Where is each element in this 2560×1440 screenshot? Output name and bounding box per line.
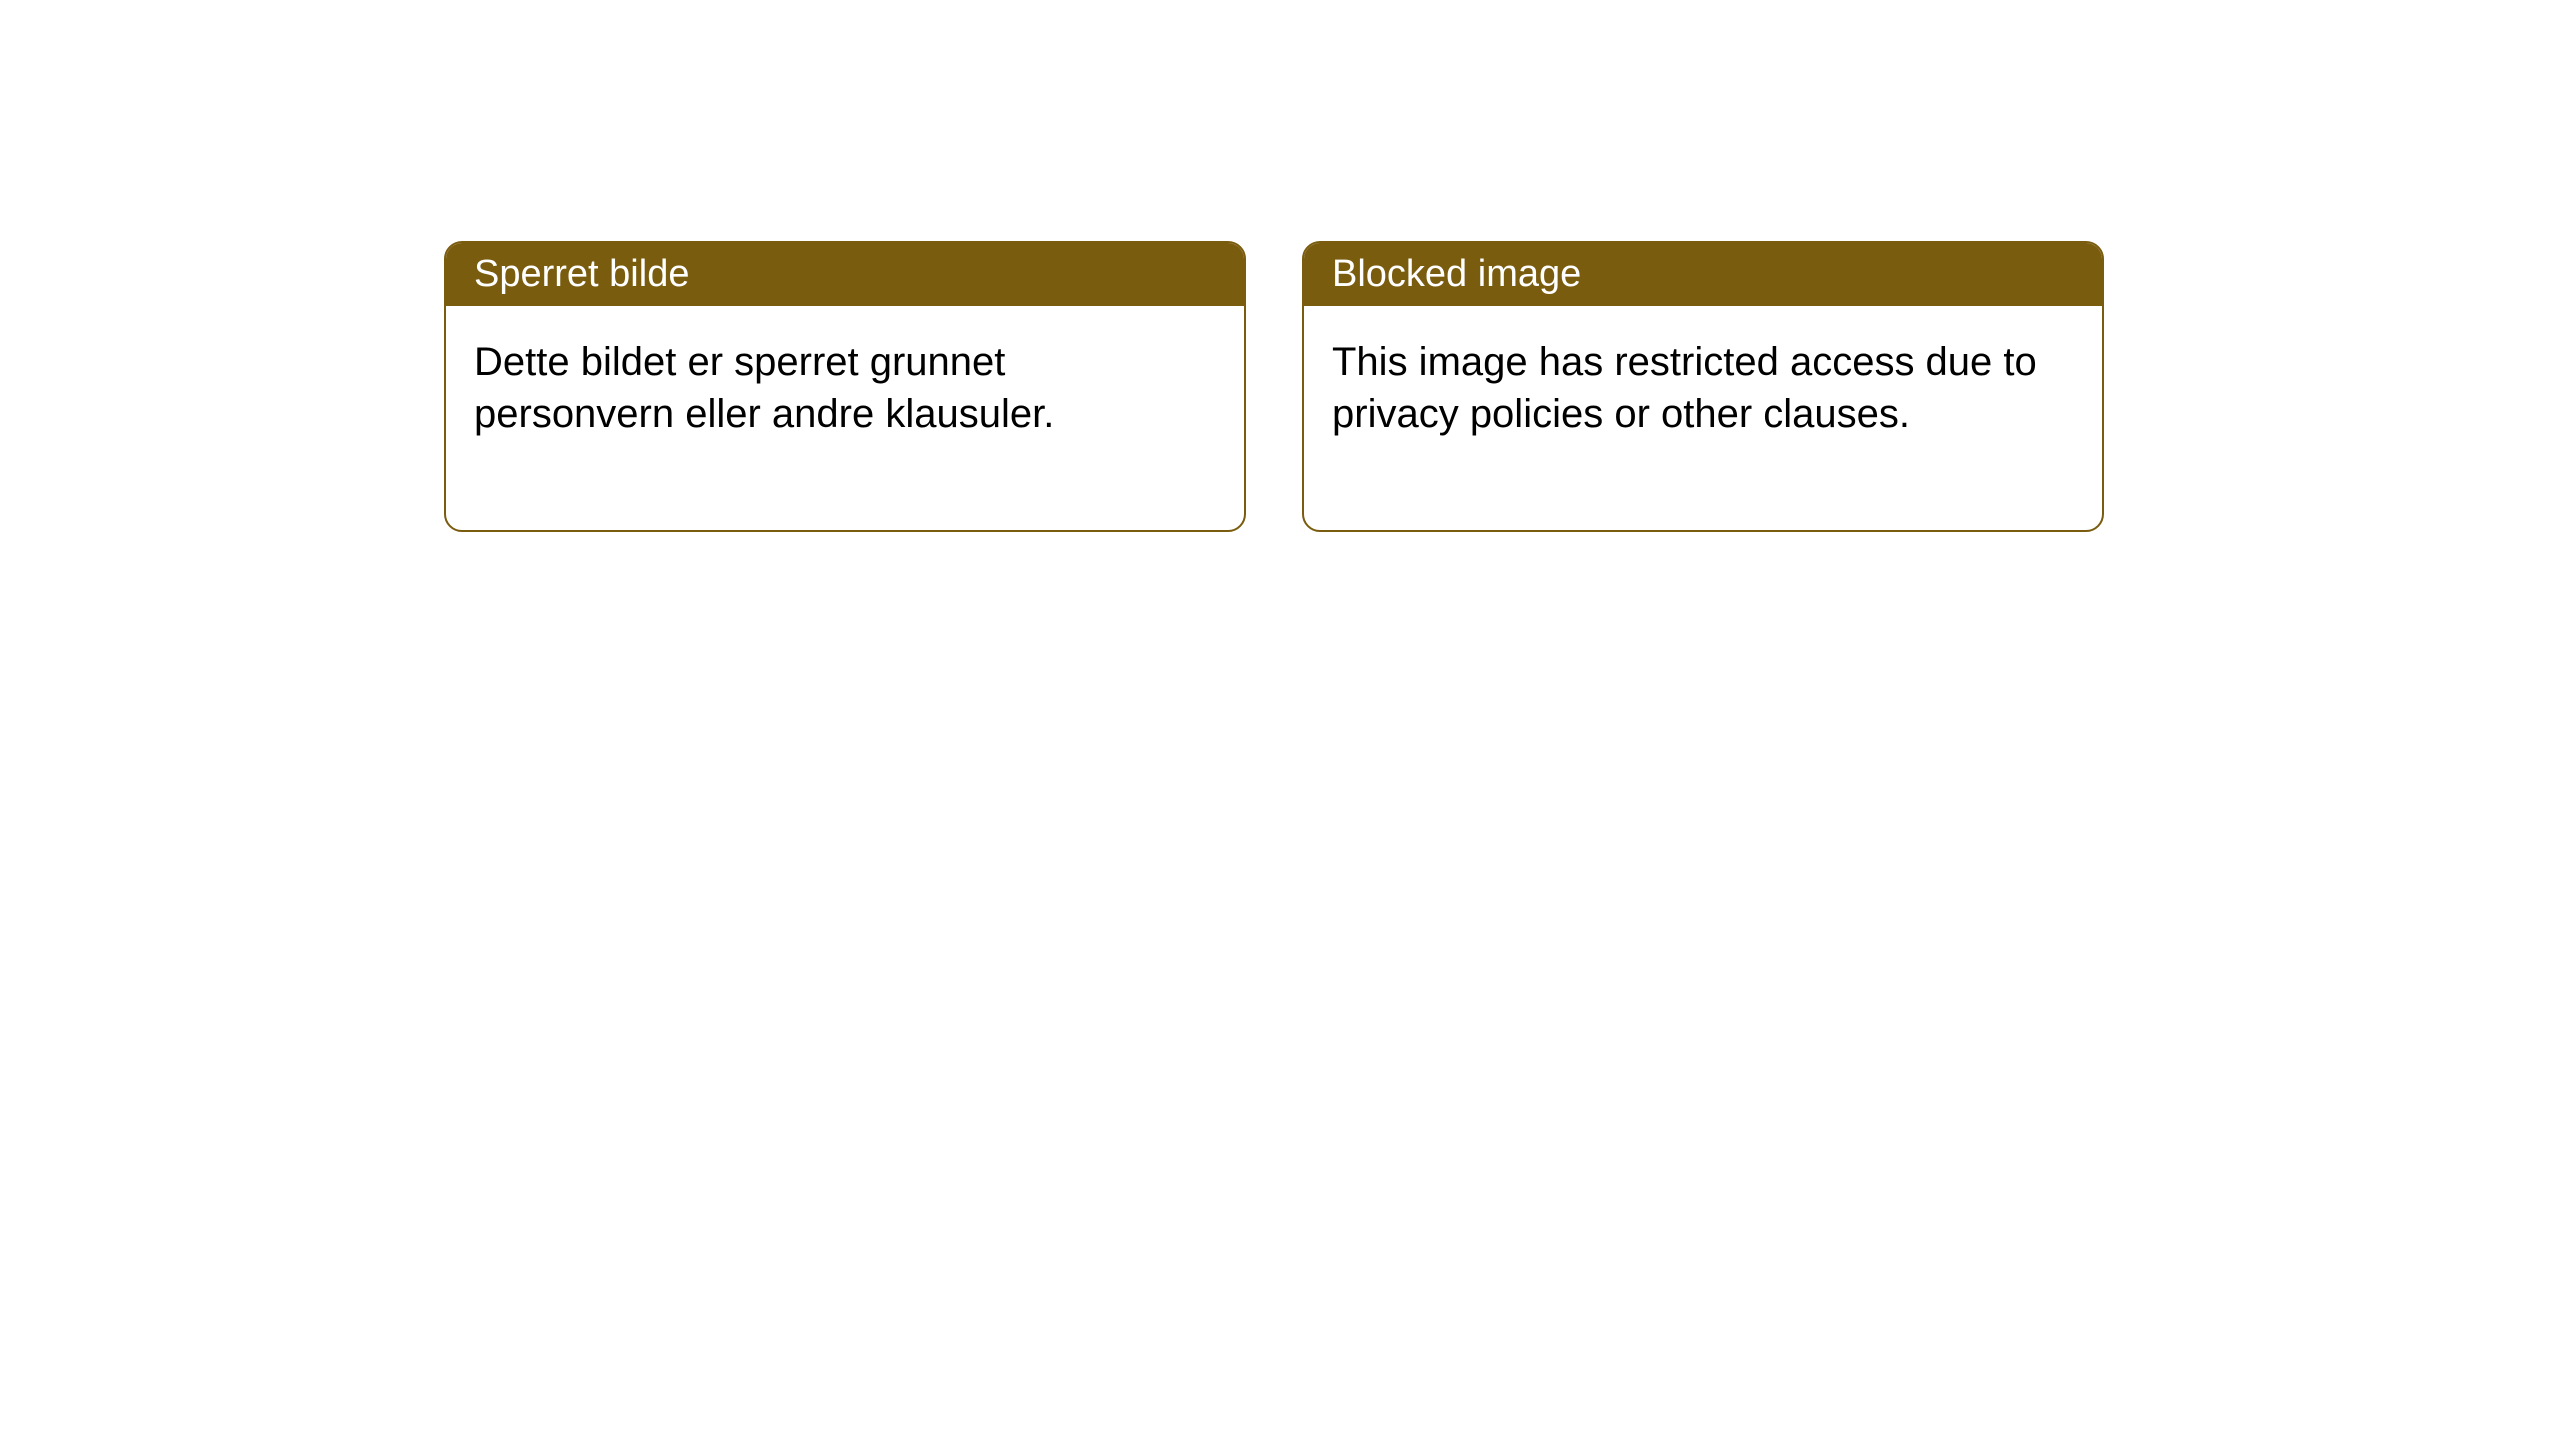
- notice-body: Dette bildet er sperret grunnet personve…: [446, 306, 1244, 530]
- notice-header: Sperret bilde: [446, 243, 1244, 306]
- notice-body: This image has restricted access due to …: [1304, 306, 2102, 530]
- notice-card-norwegian: Sperret bilde Dette bildet er sperret gr…: [444, 241, 1246, 532]
- notice-card-english: Blocked image This image has restricted …: [1302, 241, 2104, 532]
- notice-header: Blocked image: [1304, 243, 2102, 306]
- notice-container: Sperret bilde Dette bildet er sperret gr…: [444, 241, 2104, 532]
